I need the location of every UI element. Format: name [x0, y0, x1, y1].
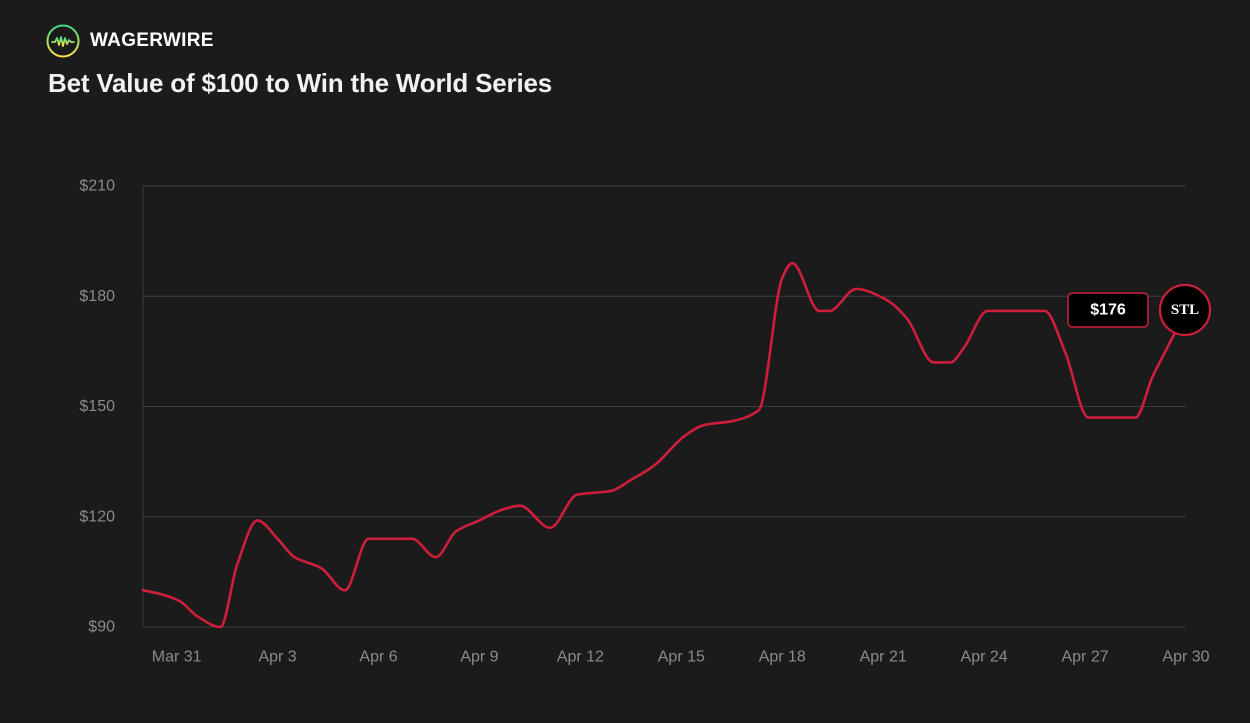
- y-tick-label: $180: [79, 288, 115, 305]
- y-tick-label: $120: [79, 508, 115, 525]
- grid-lines: [143, 185, 1186, 628]
- end-value-tag-box: [1067, 292, 1149, 328]
- x-tick-label: Apr 27: [1061, 649, 1108, 666]
- end-value-tag: $176: [1067, 292, 1149, 328]
- y-tick-label: $90: [88, 619, 115, 636]
- x-tick-label: Apr 30: [1162, 649, 1209, 666]
- x-tick-label: Apr 12: [557, 649, 604, 666]
- team-badge-circle: [1158, 283, 1212, 337]
- end-value-label: $176: [1090, 301, 1126, 318]
- y-tick-label: $210: [79, 178, 115, 195]
- series-line-cardinals: [141, 261, 1188, 629]
- x-tick-label: Mar 31: [152, 649, 202, 666]
- wagerwire-pulse-icon: [46, 24, 80, 58]
- y-axis-ticks: $90 $120 $150 $180 $210: [79, 178, 115, 636]
- x-tick-label: Apr 21: [860, 649, 907, 666]
- chart-title: Bet Value of $100 to Win the World Serie…: [48, 68, 552, 98]
- y-tick-label: $150: [79, 398, 115, 415]
- x-tick-label: Apr 15: [658, 649, 705, 666]
- brand: WAGERWIRE: [46, 24, 214, 58]
- x-tick-label: Apr 3: [258, 649, 296, 666]
- cardinals-stl-logo-icon: STL: [1158, 283, 1212, 337]
- brand-name: WAGERWIRE: [90, 30, 214, 51]
- x-axis-ticks: Mar 31 Apr 3 Apr 6 Apr 9 Apr 12 Apr 15 Apr 18 A…: [152, 649, 1210, 666]
- x-tick-label: Apr 18: [759, 649, 806, 666]
- x-tick-label: Apr 9: [460, 649, 498, 666]
- x-tick-label: Apr 6: [359, 649, 397, 666]
- x-tick-label: Apr 24: [961, 649, 1008, 666]
- team-badge-monogram: STL: [1171, 302, 1199, 318]
